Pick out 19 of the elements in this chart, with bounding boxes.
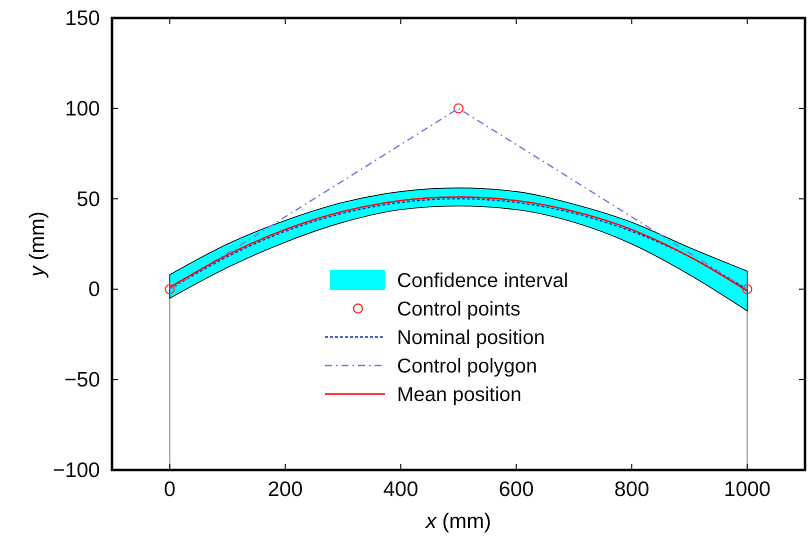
x-tick-label: 400	[383, 478, 418, 501]
x-tick-label: 800	[614, 478, 650, 501]
y-axis-title: y (mm)	[26, 211, 49, 279]
y-tick-label: 100	[64, 97, 100, 120]
legend-label: Mean position	[397, 384, 522, 406]
y-tick-label: −50	[64, 368, 100, 392]
x-axis-title: x (mm)	[424, 510, 492, 533]
x-tick-label: 200	[268, 478, 303, 501]
x-tick-label: 1000	[724, 478, 771, 501]
x-tick-label: 600	[498, 478, 534, 501]
y-tick-label: 50	[76, 188, 100, 211]
y-tick-label: 0	[88, 278, 100, 302]
annotation: Confidence interval	[397, 270, 568, 292]
legend-label: Control polygon	[397, 356, 538, 378]
y-tick-label: −100	[52, 459, 100, 482]
y-tick-label: 150	[64, 7, 100, 30]
legend-label: Control points	[397, 298, 520, 320]
legend-label: Nominal position	[397, 327, 545, 349]
x-tick-label: 0	[164, 478, 176, 501]
